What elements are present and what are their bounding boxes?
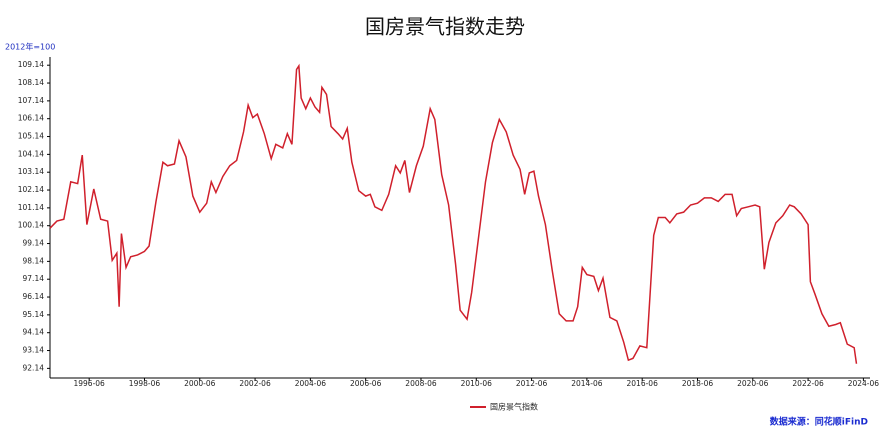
y-tick-label: 102.14 [18,185,44,194]
y-tick-label: 101.14 [18,203,44,212]
y-tick-label: 103.14 [18,167,44,176]
x-tick-label: 2006-06 [350,379,382,388]
y-tick-label: 92.14 [23,363,45,372]
legend-label: 国房景气指数 [490,402,538,412]
y-tick-label: 98.14 [23,256,45,265]
x-tick-label: 2004-06 [295,379,327,388]
source-note: 数据来源：同花顺iFinD [770,416,868,428]
x-tick-label: 2018-06 [682,379,714,388]
y-tick-label: 108.14 [18,78,44,87]
x-tick-label: 2010-06 [461,379,493,388]
x-tick-label: 2016-06 [627,379,659,388]
y-tick-label: 95.14 [23,310,45,319]
x-tick-label: 2020-06 [737,379,769,388]
y-tick-label: 105.14 [18,132,44,141]
y-tick-label: 96.14 [23,292,45,301]
x-tick-label: 1998-06 [129,379,161,388]
x-tick-label: 1996-06 [73,379,105,388]
y-tick-label: 106.14 [18,114,44,123]
y-tick-label: 100.14 [18,221,44,230]
x-tick-label: 2014-06 [571,379,603,388]
x-tick-label: 2022-06 [792,379,824,388]
data-line [49,63,858,364]
y-tick-label: 93.14 [23,346,45,355]
y-tick-label: 107.14 [18,96,44,105]
y-tick-label: 109.14 [18,60,44,69]
y-tick-label: 94.14 [23,328,45,337]
x-tick-label: 2008-06 [405,379,437,388]
y-tick-label: 104.14 [18,149,44,158]
y-unit-label: 2012年=100 [5,42,55,52]
y-tick-label: 99.14 [23,239,45,248]
x-tick-label: 2024-06 [848,379,880,388]
x-tick-label: 2012-06 [516,379,548,388]
chart-title: 国房景气指数走势 [365,15,525,39]
x-tick-label: 2002-06 [239,379,271,388]
y-tick-label: 97.14 [23,274,45,283]
x-tick-label: 2000-06 [184,379,216,388]
